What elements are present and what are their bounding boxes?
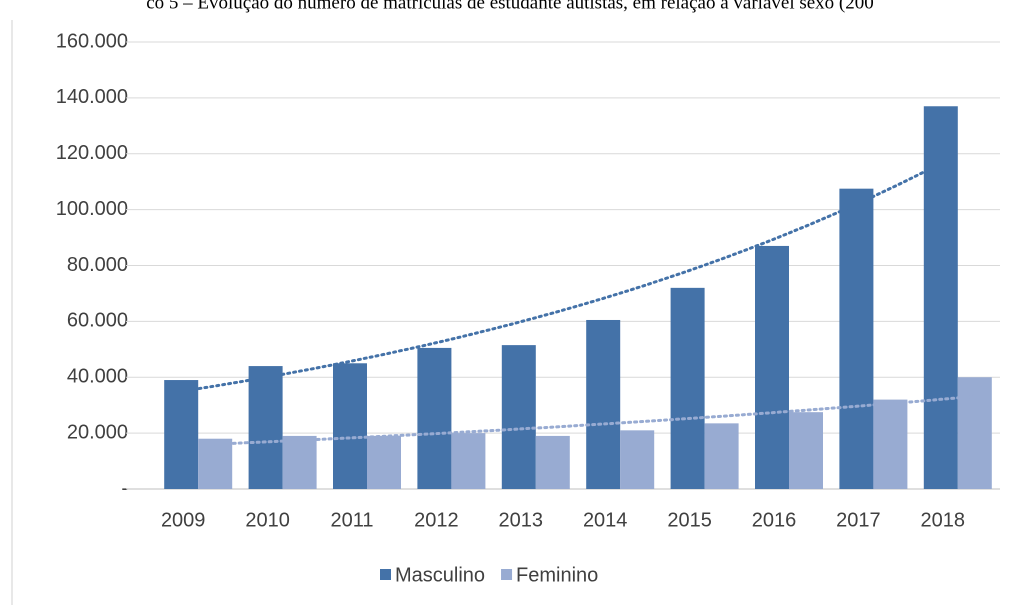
bar bbox=[670, 287, 705, 489]
bar bbox=[417, 347, 452, 489]
x-tick-label: 2009 bbox=[161, 509, 206, 531]
bar bbox=[873, 399, 908, 489]
bar bbox=[957, 377, 992, 489]
bar bbox=[367, 435, 401, 489]
bar bbox=[923, 106, 958, 489]
bar bbox=[839, 188, 874, 489]
trendline bbox=[213, 394, 977, 446]
bar bbox=[248, 366, 283, 489]
legend-label: Masculino bbox=[395, 564, 485, 586]
y-tick-label: 60.000 bbox=[67, 310, 128, 332]
y-tick-label: 20.000 bbox=[67, 421, 128, 443]
bar bbox=[451, 433, 486, 489]
y-tick-label: 140.000 bbox=[56, 86, 128, 108]
bar bbox=[164, 380, 199, 489]
bar bbox=[333, 363, 367, 489]
y-tick-label: 120.000 bbox=[56, 142, 128, 164]
x-tick-label: 2015 bbox=[667, 509, 712, 531]
y-tick-label: 100.000 bbox=[56, 198, 128, 220]
x-tick-label: 2014 bbox=[583, 509, 628, 531]
bar bbox=[704, 423, 739, 489]
x-tick-label: 2017 bbox=[836, 509, 881, 531]
legend-label: Feminino bbox=[516, 564, 598, 586]
y-tick-label: 160.000 bbox=[56, 30, 128, 52]
chart-title: co 5 – Evolução do número de matrículas … bbox=[146, 0, 874, 13]
legend-swatch bbox=[501, 569, 513, 580]
y-tick-label: 80.000 bbox=[67, 254, 128, 276]
x-tick-label: 2012 bbox=[414, 509, 459, 531]
y-tick-label: 40.000 bbox=[67, 366, 128, 388]
bar bbox=[501, 345, 536, 489]
bar bbox=[586, 319, 621, 489]
x-tick-label: 2010 bbox=[245, 509, 290, 531]
bar bbox=[789, 412, 823, 489]
bar bbox=[755, 245, 789, 489]
bar bbox=[282, 435, 317, 489]
legend-swatch bbox=[380, 569, 391, 580]
bar bbox=[198, 438, 233, 489]
x-tick-label: 2013 bbox=[499, 509, 544, 531]
bar bbox=[620, 430, 655, 489]
x-tick-label: 2018 bbox=[921, 509, 966, 531]
y-tick-label: - bbox=[121, 477, 128, 499]
x-tick-label: 2016 bbox=[752, 509, 797, 531]
trendline bbox=[179, 161, 943, 393]
x-tick-label: 2011 bbox=[330, 509, 373, 531]
bar bbox=[535, 435, 570, 489]
